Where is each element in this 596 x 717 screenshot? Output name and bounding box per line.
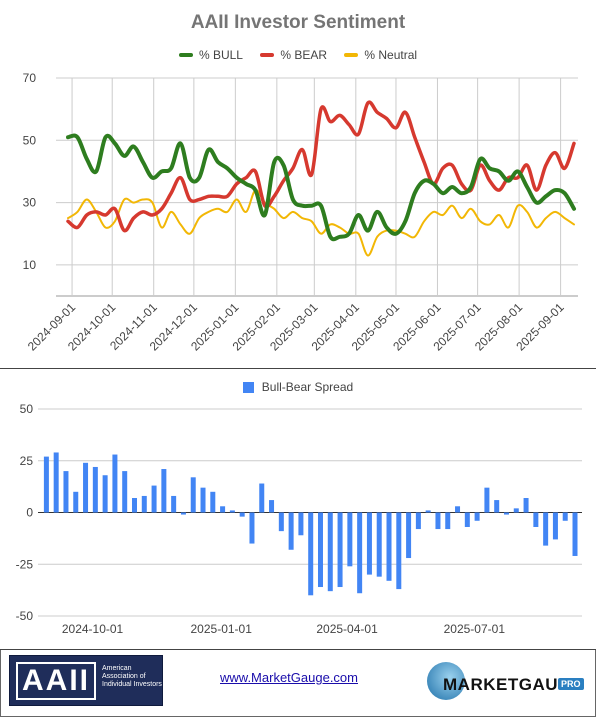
spread-bar	[53, 452, 59, 513]
series-line-bear	[66, 100, 576, 233]
sentiment-line-chart: 103050702024-09-012024-10-012024-11-0120…	[23, 71, 578, 354]
legend-item-neutral[interactable]: % Neutral	[344, 48, 417, 62]
spread-bar	[73, 491, 79, 513]
spread-bar	[357, 512, 363, 594]
spread-bar	[396, 512, 402, 590]
aaii-logo-text: American Association of Individual Inves…	[102, 665, 162, 688]
x-tick-label: 2024-10-01	[62, 622, 124, 636]
pro-badge: PRO	[558, 678, 584, 690]
spread-bar	[151, 485, 157, 513]
spread-legend: Bull-Bear Spread	[0, 380, 596, 396]
spread-bar	[43, 456, 49, 513]
legend-label: Bull-Bear Spread	[261, 380, 354, 394]
y-tick-label: 50	[23, 133, 37, 147]
spread-bar	[131, 498, 137, 513]
legend-item-bear[interactable]: % BEAR	[260, 48, 327, 62]
spread-bar	[210, 491, 216, 513]
spread-bar	[83, 462, 89, 513]
spread-bar	[308, 512, 314, 596]
spread-bar	[220, 506, 226, 513]
chart-title: AAII Investor Sentiment	[190, 12, 406, 33]
spread-bar	[229, 510, 235, 513]
y-tick-label: 50	[20, 402, 34, 416]
spread-bar	[259, 483, 265, 513]
spread-bar	[171, 495, 177, 513]
legend-item-bull[interactable]: % BULL	[178, 48, 243, 62]
spread-bar	[523, 498, 529, 513]
spread-bar	[543, 512, 549, 546]
spread-bar	[513, 508, 519, 513]
spread-bar	[484, 487, 490, 513]
y-tick-label: 30	[23, 196, 37, 210]
spread-bar	[317, 512, 323, 588]
spread-bar	[122, 471, 128, 513]
spread-bar	[347, 512, 353, 567]
spread-bar	[298, 512, 304, 536]
marketgauge-logo-text: MARKETGAUGE	[443, 675, 584, 694]
spread-bar	[494, 500, 500, 513]
legend-item-spread[interactable]: Bull-Bear Spread	[242, 380, 354, 394]
spread-bar	[269, 500, 275, 513]
spread-bar	[386, 512, 392, 581]
sentiment-legend: % BULL % BEAR % Neutral	[0, 46, 596, 62]
sentiment-chart-panel: AAII Investor Sentiment % BULL % BEAR % …	[0, 12, 596, 369]
spread-bar	[455, 506, 461, 513]
spread-bar	[415, 512, 421, 530]
x-tick-label: 2025-07-01	[444, 622, 506, 636]
legend-label: % Neutral	[364, 48, 418, 62]
spread-bar	[552, 512, 558, 540]
spread-bar	[425, 510, 431, 513]
spread-bar	[562, 512, 568, 521]
spread-bar	[200, 487, 206, 513]
x-tick-label: 2025-01-01	[191, 622, 253, 636]
legend-label: % BULL	[198, 48, 243, 62]
series-line-neutral	[67, 189, 575, 257]
aaii-logo-letters: AAII	[16, 662, 96, 700]
y-tick-label: 25	[20, 454, 34, 468]
spread-bar	[180, 512, 186, 515]
spread-bar	[288, 512, 294, 550]
spread-bar	[406, 512, 412, 559]
spread-bar	[474, 512, 480, 521]
spread-bar	[141, 495, 147, 513]
marketgauge-link[interactable]: www.MarketGauge.com	[220, 670, 358, 685]
spread-bar	[376, 512, 382, 577]
legend-label: % BEAR	[280, 48, 328, 62]
spread-bar	[278, 512, 284, 532]
y-tick-label: 10	[23, 258, 37, 272]
marketgauge-logo[interactable]: MARKETGAUGE PRO	[427, 660, 587, 704]
spread-bar	[366, 512, 372, 575]
spread-bar	[337, 512, 343, 588]
spread-bar	[503, 512, 509, 515]
spread-bar	[572, 512, 578, 556]
spread-bar	[435, 512, 441, 530]
series-line-bull	[66, 133, 576, 242]
y-tick-label: 0	[26, 506, 33, 520]
legend-swatch	[242, 381, 254, 393]
spread-bar	[464, 512, 470, 527]
globe-icon	[427, 662, 465, 700]
spread-bar	[161, 469, 167, 513]
y-tick-label: 70	[23, 71, 37, 85]
legend-swatch	[344, 53, 359, 57]
y-tick-label: -50	[16, 609, 34, 623]
spread-bar	[239, 512, 245, 517]
spread-bar	[92, 466, 98, 513]
spread-chart-panel: Bull-Bear Spread -50 -25 0 25 50 2024-10-01 20…	[0, 369, 596, 650]
spread-bar	[533, 512, 539, 527]
spread-bar	[327, 512, 333, 592]
spread-bar	[445, 512, 451, 530]
spread-bar	[102, 475, 108, 513]
legend-swatch	[178, 53, 193, 57]
spread-bar	[63, 471, 69, 513]
y-tick-label: -25	[16, 557, 34, 571]
x-tick-label: 2025-04-01	[316, 622, 378, 636]
aaii-logo[interactable]: AAII American Association of Individual …	[9, 655, 163, 706]
spread-bar	[112, 454, 118, 513]
spread-bar	[190, 477, 196, 513]
spread-bar-chart: -50 -25 0 25 50 2024-10-01 2025-01-01 2025-04-0…	[16, 402, 582, 636]
spread-bar	[249, 512, 255, 544]
footer: AAII American Association of Individual …	[0, 650, 596, 717]
legend-swatch	[260, 53, 275, 57]
